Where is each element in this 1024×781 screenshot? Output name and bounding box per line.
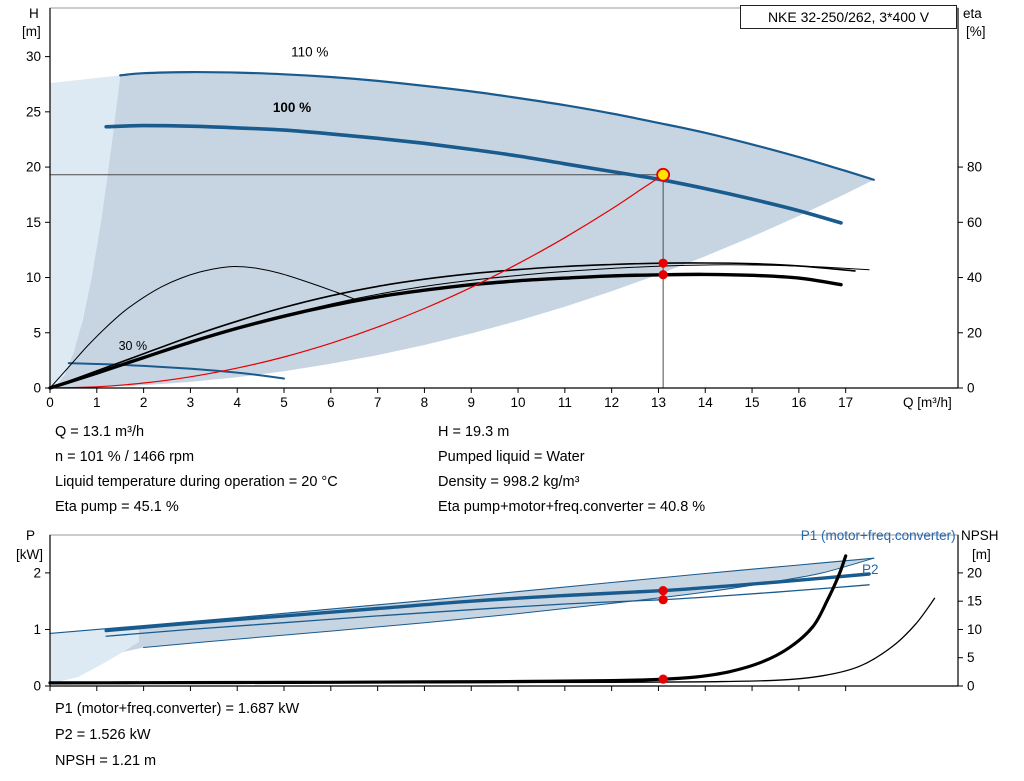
tick-label: 15	[967, 594, 982, 609]
tick-label: 12	[604, 395, 619, 410]
tick-label: 10	[511, 395, 526, 410]
tick-label: 20	[26, 160, 41, 175]
info-eta-pump: Eta pump = 45.1 %	[55, 499, 179, 515]
npsh-axis-title: NPSH	[961, 528, 999, 543]
curve-label: P1 (motor+freq.converter)	[801, 528, 956, 543]
h-axis-title: H	[29, 6, 39, 21]
low-flow-zone	[50, 75, 121, 389]
eta-curve-pump	[49, 262, 856, 389]
tick-label: 0	[967, 679, 975, 694]
tick-label: 11	[558, 395, 572, 410]
tick-label: 14	[698, 395, 714, 410]
h-axis-unit: [m]	[22, 24, 41, 39]
curve-label: 100 %	[273, 100, 311, 115]
eta-axis-title: eta	[963, 6, 982, 21]
eta-curve-110	[49, 264, 870, 389]
tick-label: 17	[838, 395, 853, 410]
speed-curve-110	[119, 70, 875, 181]
info-liquid-temp: Liquid temperature during operation = 20…	[55, 474, 338, 490]
info-speed: n = 101 % / 1466 rpm	[55, 449, 195, 465]
speed-curve-100	[104, 123, 843, 225]
tick-label: 3	[187, 395, 195, 410]
p1-band-bottom-edge	[143, 557, 875, 649]
system-curve	[49, 174, 664, 389]
tick-label: 30	[26, 49, 41, 64]
p2-point	[658, 595, 668, 605]
curve-label: 110 %	[291, 45, 328, 60]
curve-label: 30 %	[119, 339, 148, 353]
tick-label: 40	[967, 270, 982, 285]
tick-label: 60	[967, 215, 982, 230]
npsh-axis-unit: [m]	[972, 547, 991, 562]
tick-label: 0	[33, 381, 41, 396]
tick-label: 5	[33, 325, 41, 340]
info-eta-total: Eta pump+motor+freq.converter = 40.8 %	[438, 499, 706, 515]
tick-label: 10	[26, 270, 41, 285]
info-liquid: Pumped liquid = Water	[438, 449, 585, 465]
x-axis-unit-label: Q [m³/h]	[903, 395, 952, 410]
operating-envelope	[50, 72, 874, 388]
p1-curve-100	[104, 572, 871, 633]
tick-label: 9	[467, 395, 475, 410]
tick-label: 1	[93, 395, 101, 410]
tick-label: 5	[280, 395, 288, 410]
tick-label: 2	[140, 395, 148, 410]
p2-curve-100	[105, 584, 870, 637]
eta-curve-total	[48, 272, 843, 390]
head-chart: 0 1 2 3 4 5 6 7 8 9 10 11 12 13 14 15 16 17 Q [m³/h]051015…	[26, 7, 982, 410]
tick-label: 15	[26, 215, 41, 230]
eta-curve-30	[49, 265, 360, 389]
info-p1: P1 (motor+freq.converter) = 1.687 kW	[55, 701, 300, 717]
tick-label: 20	[967, 565, 982, 580]
pump-type-box: NKE 32-250/262, 3*400 V	[740, 5, 957, 29]
tick-label: 20	[967, 325, 982, 340]
power-band-low-flow	[50, 625, 139, 684]
tick-label: 13	[651, 395, 666, 410]
duty-point[interactable]	[656, 167, 671, 182]
p-axis-unit: [kW]	[16, 547, 43, 562]
p1-band-top-edge	[49, 557, 875, 634]
tick-label: 2	[33, 565, 41, 580]
npsh-point	[658, 674, 668, 684]
tick-label: 4	[233, 395, 241, 410]
info-npsh: NPSH = 1.21 m	[55, 753, 157, 769]
tick-label: 8	[421, 395, 429, 410]
eta-total-point	[658, 270, 668, 280]
eta-pump-point	[658, 258, 668, 268]
info-density: Density = 998.2 kg/m³	[438, 474, 580, 490]
p-axis-title: P	[26, 528, 36, 543]
tick-label: 10	[967, 622, 982, 637]
tick-label: 16	[791, 395, 806, 410]
npsh-curve-110	[49, 597, 936, 684]
curve-label: P2	[862, 562, 879, 577]
tick-label: 7	[374, 395, 382, 410]
tick-label: 25	[26, 104, 41, 119]
tick-label: 1	[33, 622, 41, 637]
tick-label: 80	[967, 160, 982, 175]
tick-label: 6	[327, 395, 335, 410]
tick-label: 15	[745, 395, 760, 410]
eta-axis-unit: [%]	[966, 24, 986, 39]
tick-label: 0	[46, 395, 54, 410]
info-q: Q = 13.1 m³/h	[55, 424, 145, 440]
info-head: H = 19.3 m	[438, 424, 510, 440]
tick-label: 0	[33, 679, 41, 694]
p1-point	[658, 585, 668, 596]
tick-label: 0	[967, 381, 975, 396]
tick-label: 5	[967, 650, 975, 665]
speed-curve-30	[67, 362, 285, 380]
info-p2: P2 = 1.526 kW	[55, 727, 151, 743]
